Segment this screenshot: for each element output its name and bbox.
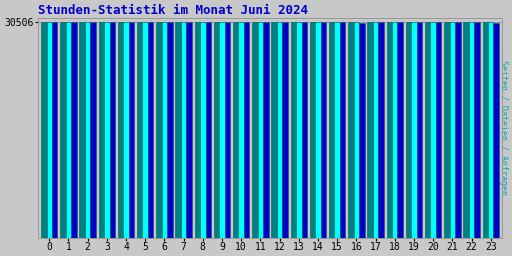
Bar (469, 22, 474, 238)
Bar (205, 23, 211, 238)
Bar (52, 22, 57, 238)
Bar (195, 22, 200, 238)
Bar (354, 22, 359, 238)
Bar (302, 23, 307, 238)
Y-axis label: Seiten / Dateien / Anfragen: Seiten / Dateien / Anfragen (499, 60, 508, 196)
Bar (397, 22, 403, 238)
Bar (378, 22, 383, 238)
Bar (406, 22, 411, 238)
Bar (167, 22, 173, 238)
Bar (233, 22, 239, 238)
Bar (219, 22, 225, 238)
Bar (142, 22, 148, 238)
Bar (47, 22, 52, 238)
Bar (315, 22, 321, 238)
Bar (392, 22, 397, 238)
Bar (137, 22, 142, 238)
Bar (79, 22, 85, 238)
Bar (66, 22, 71, 238)
Bar (104, 22, 110, 238)
Bar (329, 22, 334, 238)
Bar (431, 22, 436, 238)
Bar (488, 22, 494, 238)
Bar (277, 22, 282, 238)
Bar (291, 22, 296, 238)
Bar (321, 23, 326, 238)
Bar (148, 22, 154, 238)
Bar (239, 22, 244, 238)
Bar (310, 22, 315, 238)
Bar (200, 22, 205, 238)
Bar (90, 22, 96, 238)
Bar (359, 23, 365, 238)
Bar (450, 22, 455, 238)
Bar (110, 22, 115, 238)
Bar (494, 23, 499, 238)
Bar (214, 22, 219, 238)
Bar (296, 22, 302, 238)
Bar (483, 22, 488, 238)
Bar (436, 23, 441, 238)
Bar (41, 22, 47, 238)
Bar (463, 22, 469, 238)
Bar (129, 23, 134, 238)
Bar (334, 22, 340, 238)
Bar (417, 23, 422, 238)
Bar (282, 22, 288, 238)
Bar (71, 22, 77, 238)
Bar (474, 23, 480, 238)
Bar (455, 22, 460, 238)
Bar (373, 22, 378, 238)
Bar (411, 22, 417, 238)
Bar (244, 22, 249, 238)
Bar (225, 23, 230, 238)
Bar (181, 22, 186, 238)
Bar (60, 22, 66, 238)
Bar (118, 22, 123, 238)
Bar (425, 22, 431, 238)
Bar (271, 22, 277, 238)
Bar (162, 22, 167, 238)
Bar (340, 23, 345, 238)
Bar (368, 22, 373, 238)
Bar (252, 22, 258, 238)
Bar (444, 22, 450, 238)
Text: Stunden-Statistik im Monat Juni 2024: Stunden-Statistik im Monat Juni 2024 (38, 4, 308, 17)
Bar (348, 23, 354, 238)
Bar (258, 22, 263, 238)
Bar (263, 22, 269, 238)
Bar (156, 22, 162, 238)
Bar (387, 22, 392, 238)
Bar (123, 22, 129, 238)
Bar (176, 22, 181, 238)
Bar (186, 22, 192, 238)
Bar (85, 22, 90, 238)
Bar (99, 22, 104, 238)
